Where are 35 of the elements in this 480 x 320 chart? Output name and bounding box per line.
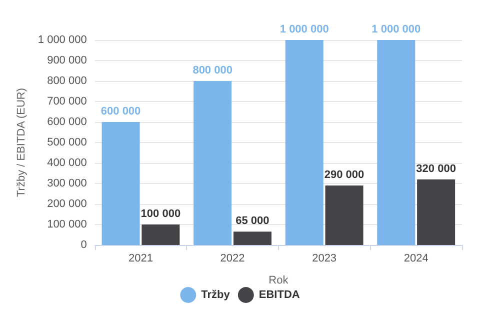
y-tick-label: 0 [80,239,87,251]
legend-label: EBITDA [258,289,300,301]
y-tick-label: 500 000 [47,136,87,148]
bar [377,40,416,245]
x-axis-title: Rok [268,274,289,286]
x-tick-label: 2021 [128,252,153,264]
y-tick-label: 800 000 [47,75,87,87]
bar [102,122,140,245]
x-tick-label: 2022 [220,252,245,264]
bar [233,232,272,245]
data-label: 800 000 [192,64,232,76]
data-label: 100 000 [140,208,181,220]
x-tick-label: 2023 [312,252,337,264]
y-tick-label: 300 000 [47,178,87,190]
y-tick-label: 900 000 [47,54,87,66]
data-label: 1 000 000 [280,24,329,36]
bar [325,186,364,245]
y-tick-label: 600 000 [47,116,87,128]
bar [142,224,180,245]
y-tick-label: 200 000 [47,198,87,210]
y-tick-label: 1 000 000 [38,34,87,46]
data-label: 320 000 [416,162,456,175]
y-axis-title: Tržby / EBITDA (EUR) [16,88,28,197]
legend-label: Tržby [201,289,231,301]
x-tick-label: 2024 [404,252,428,264]
bar [285,40,324,245]
bar [417,179,456,245]
y-tick-label: 100 000 [47,218,87,230]
data-label: 1 000 000 [372,24,421,36]
y-tick-label: 400 000 [47,157,87,169]
y-tick-label: 700 000 [47,96,87,108]
data-label: 290 000 [324,169,364,182]
data-label: 600 000 [100,106,141,118]
bar [194,81,232,245]
data-label: 65 000 [236,215,270,228]
